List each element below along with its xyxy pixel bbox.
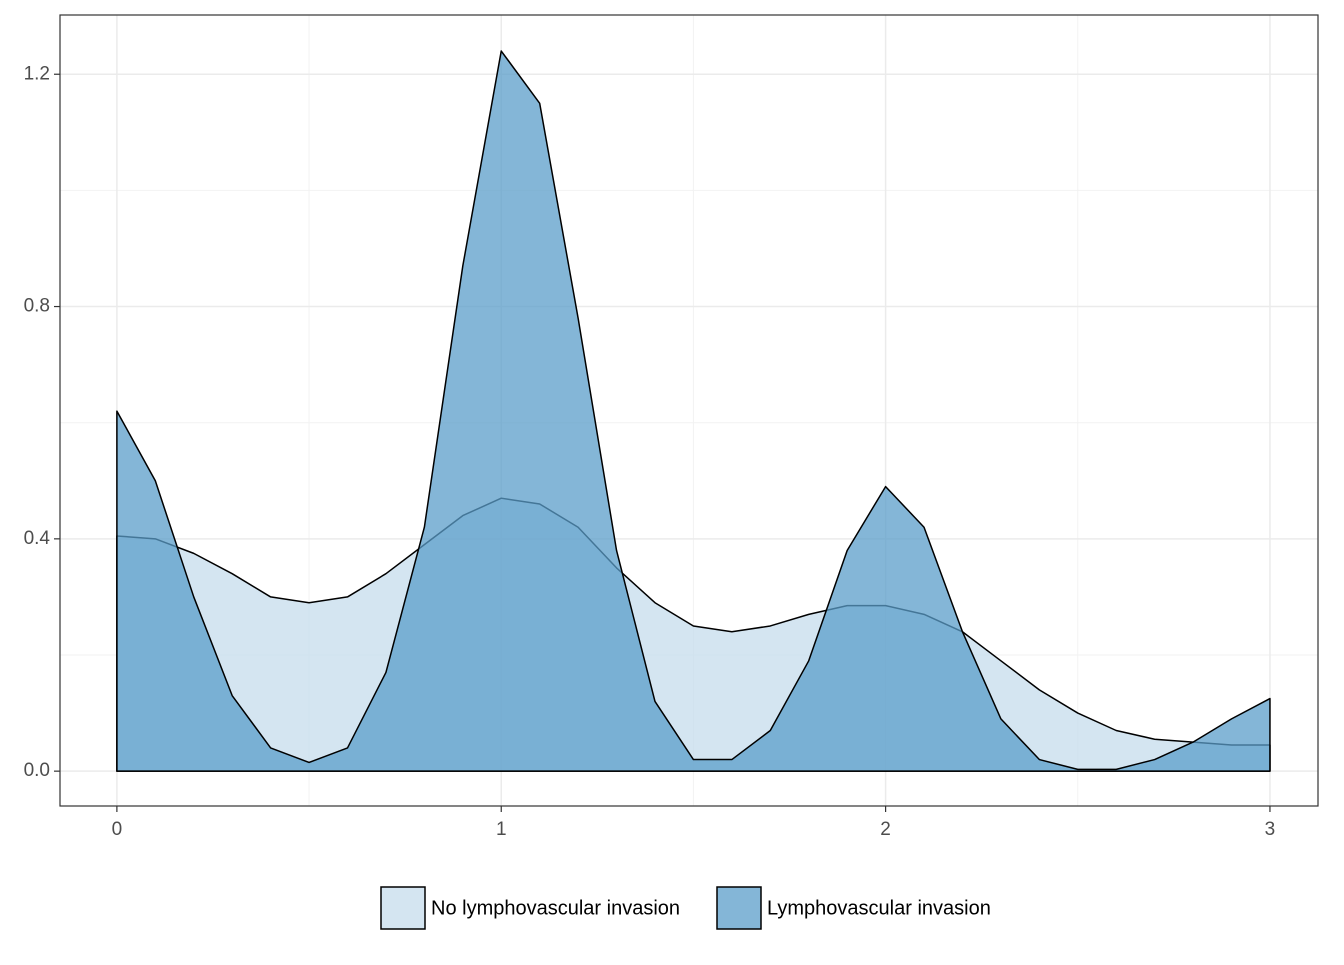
legend-key bbox=[380, 886, 426, 930]
y-tick-label: 1.2 bbox=[24, 63, 50, 84]
panel-border bbox=[59, 14, 1319, 807]
x-tick-label: 0 bbox=[112, 819, 123, 840]
density-area bbox=[116, 50, 1271, 772]
legend-label: No lymphovascular invasion bbox=[431, 897, 680, 919]
x-tick-label: 2 bbox=[880, 819, 891, 840]
x-tick-label: 1 bbox=[496, 819, 507, 840]
y-tick-label: 0.8 bbox=[24, 296, 50, 317]
x-tick-label: 3 bbox=[1265, 819, 1276, 840]
y-tick-label: 0.4 bbox=[24, 528, 51, 549]
legend-label: Lymphovascular invasion bbox=[767, 897, 991, 919]
y-tick-label: 0.0 bbox=[24, 760, 50, 781]
legend-key bbox=[716, 886, 762, 930]
